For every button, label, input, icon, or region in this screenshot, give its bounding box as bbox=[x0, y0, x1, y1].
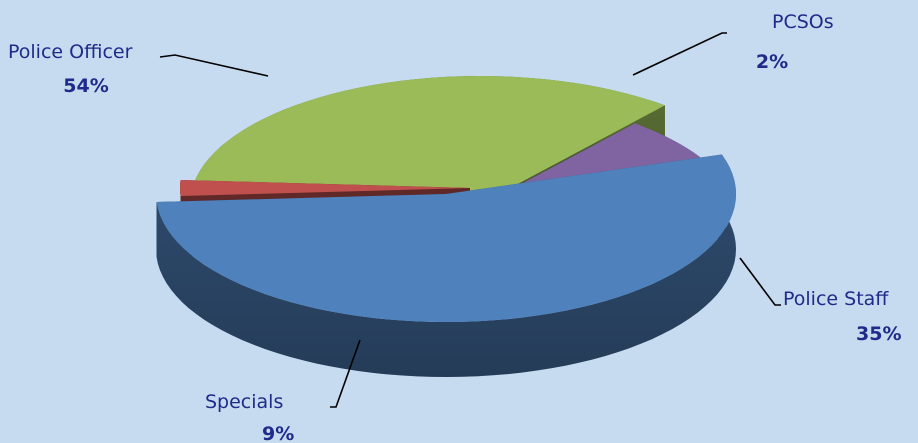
slice-percent-specials: 9% bbox=[262, 423, 294, 443]
leader-line-pcsos bbox=[632, 32, 727, 76]
slice-percent-police-staff: 35% bbox=[856, 323, 901, 345]
slice-percent-police-officer: 54% bbox=[63, 75, 108, 97]
pie-slice-police-officer bbox=[156, 154, 737, 377]
slice-label-police-staff: Police Staff bbox=[783, 288, 889, 310]
slice-label-pcsos: PCSOs bbox=[772, 11, 834, 33]
slice-percent-pcsos: 2% bbox=[756, 51, 788, 73]
slice-label-specials: Specials bbox=[205, 391, 283, 413]
leader-line-police-staff bbox=[739, 257, 781, 306]
slice-label-police-officer: Police Officer bbox=[8, 41, 133, 63]
labels-layer: Police Officer 54% PCSOs 2% Police Staff 35% S… bbox=[8, 11, 901, 443]
slices-layer bbox=[156, 76, 737, 377]
leader-line-specials bbox=[330, 339, 361, 408]
leader-line-police-officer bbox=[159, 54, 269, 77]
